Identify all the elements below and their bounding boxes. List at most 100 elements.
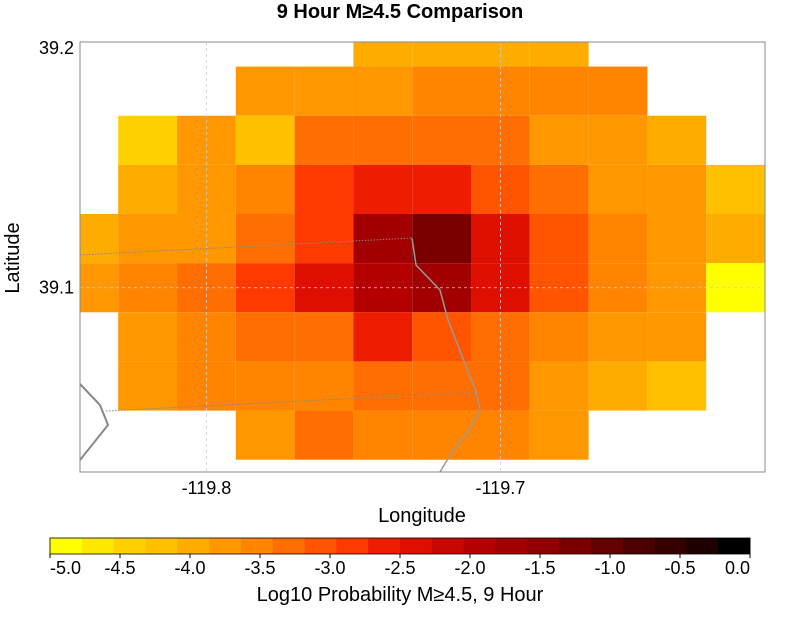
colorbar-segment xyxy=(50,538,83,554)
y-axis-label: Latitude xyxy=(2,222,24,293)
colorbar-segment xyxy=(527,538,560,554)
state-borders xyxy=(79,237,481,473)
y-tick-label: 39.1 xyxy=(39,278,74,298)
colorbar: -5.0 -4.5 -4.0 -3.5 -3.0 -2.5 -2.0 -1.5 -1.0 -0.5… xyxy=(49,537,751,606)
colorbar-segment xyxy=(559,538,592,554)
heatmap-cell xyxy=(118,361,178,411)
heatmap-cell xyxy=(529,66,589,116)
plot-area xyxy=(79,41,766,473)
heatmap-cell xyxy=(353,164,413,214)
heatmap-cell xyxy=(294,312,354,362)
heatmap-cell xyxy=(118,312,178,362)
heatmap-cell xyxy=(529,361,589,411)
heatmap-cell xyxy=(412,42,472,67)
heatmap-cell xyxy=(80,214,119,264)
heatmap-cell xyxy=(412,164,472,214)
colorbar-ticks: -5.0 -4.5 -4.0 -3.5 -3.0 -2.5 -2.0 -1.5 -1.0 -0.5… xyxy=(49,554,751,578)
heatmap-cell xyxy=(235,66,295,116)
heatmap-cell xyxy=(412,66,472,116)
heatmap-cell xyxy=(294,214,354,264)
heatmap-cell xyxy=(588,164,648,214)
heatmap-cell xyxy=(412,115,472,165)
colorbar-segment xyxy=(145,538,178,554)
colorbar-tick-label: -4.5 xyxy=(104,558,135,578)
colorbar-segment xyxy=(368,538,401,554)
colorbar-segment xyxy=(654,538,687,554)
colorbar-segment xyxy=(209,538,242,554)
heatmap-cell xyxy=(353,410,413,460)
x-tick-label: -119.7 xyxy=(476,478,526,498)
state-border-line xyxy=(411,237,481,473)
colorbar-segment xyxy=(590,538,624,554)
colorbar-tick-label: -0.5 xyxy=(664,558,695,578)
heatmap-cell xyxy=(706,214,765,264)
heatmap-cell xyxy=(412,214,472,264)
heatmap-cell xyxy=(529,42,589,67)
colorbar-tick-label: -3.5 xyxy=(244,558,275,578)
heatmap-cell xyxy=(647,115,707,165)
heatmap-cell xyxy=(647,214,707,264)
heatmap-cell xyxy=(235,115,295,165)
colorbar-segment xyxy=(304,538,337,554)
heatmap-cell xyxy=(353,42,413,67)
colorbar-segment xyxy=(463,538,496,554)
heatmap-cell xyxy=(353,361,413,411)
chart-title: 9 Hour M≥4.5 Comparison xyxy=(277,1,524,23)
x-axis-ticks: -119.8 -119.7 xyxy=(182,478,526,498)
heatmap-cell xyxy=(588,361,648,411)
colorbar-segment xyxy=(622,538,656,554)
heatmap-cell xyxy=(588,66,648,116)
colorbar-tick-label: -3.0 xyxy=(314,558,345,578)
colorbar-segment xyxy=(240,538,274,554)
heatmap-cell xyxy=(647,164,707,214)
colorbar-tick-label: -2.5 xyxy=(384,558,415,578)
colorbar-segment xyxy=(81,538,115,554)
colorbar-segment xyxy=(113,538,146,554)
heatmap-cell xyxy=(588,214,648,264)
colorbar-tick-label: -1.5 xyxy=(524,558,555,578)
state-border-dotted xyxy=(79,237,479,412)
heatmap-cell xyxy=(412,361,472,411)
heatmap-cell xyxy=(118,164,178,214)
colorbar-tick-label: -4.0 xyxy=(174,558,205,578)
colorbar-label: Log10 Probability M≥4.5, 9 Hour xyxy=(257,584,544,606)
y-axis-ticks: 39.1 39.2 xyxy=(39,38,74,298)
heatmap-cell xyxy=(529,164,589,214)
heatmap-cell xyxy=(353,214,413,264)
colorbar-segment xyxy=(686,538,719,554)
heatmap-cell xyxy=(529,115,589,165)
colorbar-segment xyxy=(718,538,751,554)
colorbar-tick-label: 0.0 xyxy=(725,558,750,578)
colorbar-tick-label: -5.0 xyxy=(50,558,81,578)
heatmap-cell xyxy=(412,312,472,362)
heatmap-cell xyxy=(647,312,707,362)
heatmap-cell xyxy=(118,214,178,264)
colorbar-segment xyxy=(431,538,465,554)
heatmap-cell xyxy=(294,164,354,214)
heatmap-cell xyxy=(353,115,413,165)
heatmap-cell xyxy=(235,410,295,460)
heatmap-cell xyxy=(529,214,589,264)
heatmap-cell xyxy=(353,66,413,116)
heatmap-cell xyxy=(235,164,295,214)
heatmap-cell xyxy=(294,66,354,116)
x-axis-label: Longitude xyxy=(378,505,466,527)
colorbar-segment xyxy=(272,538,306,554)
heatmap-cell xyxy=(588,312,648,362)
heatmap-cell xyxy=(235,214,295,264)
heatmap-cell xyxy=(294,410,354,460)
heatmap-cell xyxy=(412,410,472,460)
colorbar-segment xyxy=(336,538,369,554)
heatmap-cell xyxy=(529,312,589,362)
x-tick-label: -119.8 xyxy=(182,478,232,498)
heatmap-cell xyxy=(177,214,236,264)
colorbar-tick-label: -2.0 xyxy=(454,558,485,578)
heatmap-cell xyxy=(294,361,354,411)
heatmap-cell xyxy=(353,312,413,362)
heatmap-cell xyxy=(529,410,589,460)
heatmap-cell xyxy=(235,312,295,362)
colorbar-segments xyxy=(50,538,751,554)
heatmap-cell xyxy=(294,115,354,165)
colorbar-segment xyxy=(495,538,528,554)
